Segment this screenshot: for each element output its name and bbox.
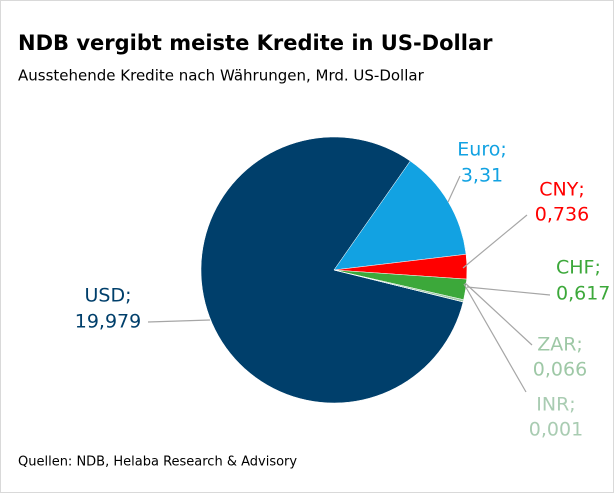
- slice-value: 0,066: [533, 359, 587, 381]
- leader-line: [147, 319, 211, 323]
- slice-value: 0,736: [535, 204, 589, 226]
- slice-label: USD;: [85, 285, 132, 307]
- slice-label: ZAR;: [537, 334, 583, 356]
- leader-line: [463, 283, 527, 393]
- slice-value: 19,979: [75, 311, 141, 333]
- leader-line: [447, 175, 461, 203]
- slice-value: 0,001: [529, 419, 583, 441]
- slice-label: CNY;: [539, 179, 585, 201]
- slice-value: 3,31: [461, 165, 503, 187]
- chart-subtitle: Ausstehende Kredite nach Währungen, Mrd.…: [18, 67, 425, 85]
- source-note: Quellen: NDB, Helaba Research & Advisory: [18, 455, 297, 470]
- pie-slice: [200, 136, 464, 404]
- leader-line: [466, 286, 551, 296]
- leader-line: [462, 214, 528, 269]
- pie-slice: [333, 269, 464, 303]
- slice-label: Euro;: [457, 139, 506, 161]
- chart-title: NDB vergibt meiste Kredite in US-Dollar: [18, 31, 493, 55]
- slice-label: INR;: [536, 394, 575, 416]
- slice-value: 0,617: [556, 283, 610, 305]
- slice-label: CHF;: [556, 257, 601, 279]
- leader-line: [464, 282, 533, 346]
